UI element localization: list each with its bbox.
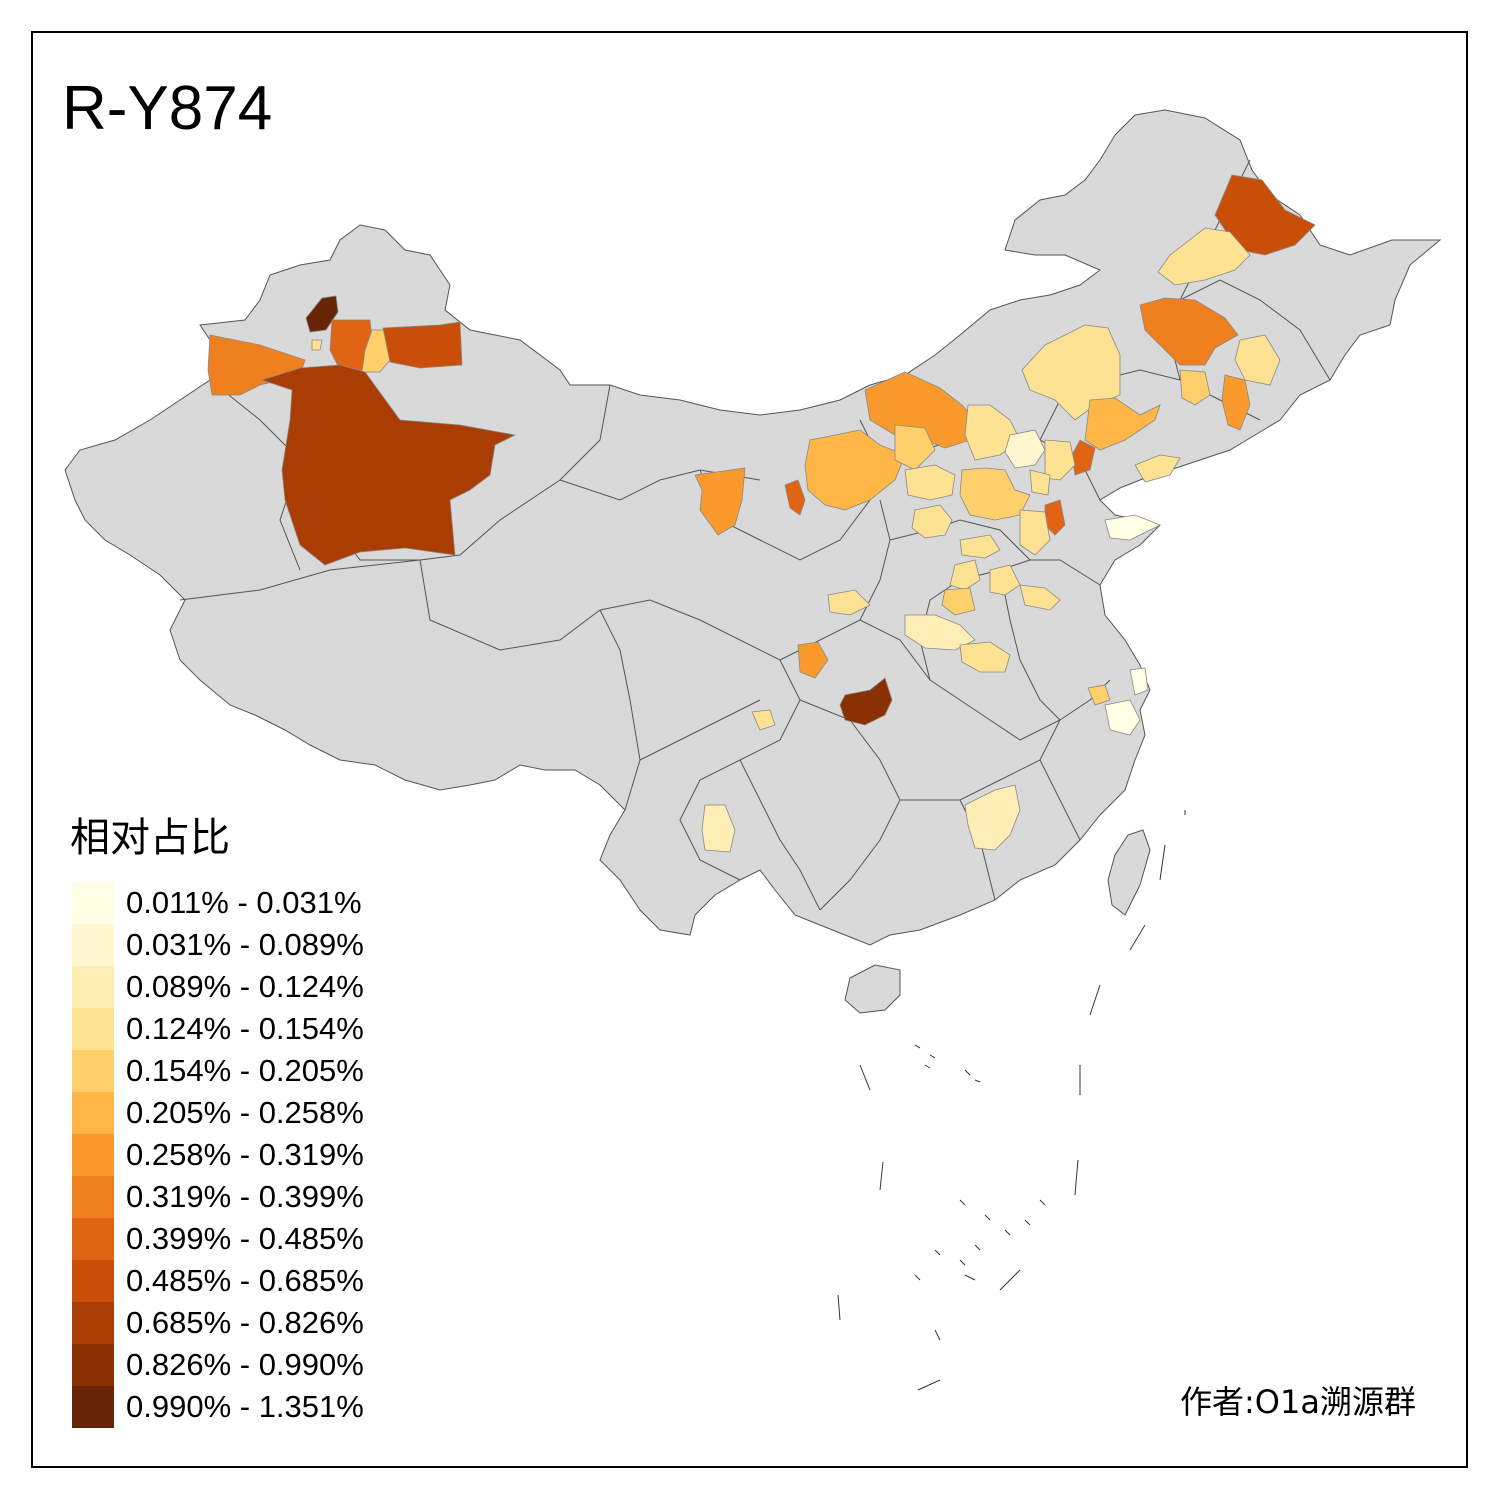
- region-jilin-east: [1234, 334, 1281, 386]
- legend-label: 0.011% - 0.031%: [126, 885, 362, 920]
- legend-swatch: [72, 1218, 114, 1260]
- legend-label: 0.399% - 0.485%: [126, 1221, 364, 1256]
- region-changji: [382, 321, 463, 369]
- legend: 0.011% - 0.031% 0.031% - 0.089% 0.089% - 0…: [72, 882, 364, 1428]
- legend-swatch: [72, 1050, 114, 1092]
- legend-label: 0.826% - 0.990%: [126, 1347, 364, 1382]
- region-nanchong: [751, 709, 776, 731]
- legend-swatch: [72, 1344, 114, 1386]
- hainan-island: [844, 964, 901, 1014]
- legend-item: 0.154% - 0.205%: [72, 1050, 364, 1092]
- region-qingdao: [1104, 514, 1161, 541]
- legend-label: 0.258% - 0.319%: [126, 1137, 364, 1172]
- region-ulanqab: [894, 424, 936, 471]
- legend-swatch: [72, 1134, 114, 1176]
- legend-swatch: [72, 1260, 114, 1302]
- region-datong: [904, 464, 956, 501]
- legend-label: 0.205% - 0.258%: [126, 1095, 364, 1130]
- map-title: R-Y874: [62, 74, 273, 143]
- legend-swatch: [72, 1176, 114, 1218]
- region-heihe: [1214, 174, 1316, 256]
- region-bayingolin: [260, 364, 517, 566]
- legend-item: 0.485% - 0.685%: [72, 1260, 364, 1302]
- region-ili-small: [311, 339, 323, 351]
- legend-swatch: [72, 966, 114, 1008]
- author-credit: 作者:O1a溯源群: [1180, 1383, 1416, 1421]
- legend-item: 0.319% - 0.399%: [72, 1176, 364, 1218]
- region-hengshui: [1019, 509, 1051, 556]
- legend-label: 0.154% - 0.205%: [126, 1053, 364, 1088]
- legend-swatch: [72, 1386, 114, 1428]
- legend-item: 0.124% - 0.154%: [72, 1008, 364, 1050]
- legend-swatch: [72, 1008, 114, 1050]
- region-taiyuan: [911, 504, 953, 539]
- region-shanghai: [1129, 667, 1149, 696]
- legend-label: 0.485% - 0.685%: [126, 1263, 364, 1298]
- taiwan-island: [1107, 829, 1151, 916]
- legend-item: 0.826% - 0.990%: [72, 1344, 364, 1386]
- region-baotou: [804, 429, 906, 511]
- region-beijing: [1004, 429, 1046, 469]
- region-tonghua: [1221, 374, 1251, 431]
- legend-item: 0.258% - 0.319%: [72, 1134, 364, 1176]
- region-changzhi: [941, 587, 976, 616]
- legend-item: 0.089% - 0.124%: [72, 966, 364, 1008]
- region-yanan: [827, 589, 871, 616]
- legend-label: 0.031% - 0.089%: [126, 927, 364, 962]
- legend-item: 0.990% - 1.351%: [72, 1386, 364, 1428]
- legend-item: 0.031% - 0.089%: [72, 924, 364, 966]
- legend-swatch: [72, 1092, 114, 1134]
- region-wuhai: [784, 479, 806, 516]
- region-jinzhou: [1071, 439, 1096, 476]
- region-siping: [1179, 369, 1211, 406]
- legend-swatch: [72, 882, 114, 924]
- legend-label: 0.089% - 0.124%: [126, 969, 364, 1004]
- region-kelamayi: [305, 295, 339, 333]
- legend-item: 0.205% - 0.258%: [72, 1092, 364, 1134]
- map-frame: [31, 31, 1468, 1468]
- legend-item: 0.011% - 0.031%: [72, 882, 364, 924]
- region-langfang: [1029, 469, 1051, 496]
- region-tangshan: [1044, 439, 1076, 481]
- region-jian: [964, 784, 1021, 851]
- region-suzhou: [1104, 699, 1141, 736]
- region-dalian-area: [1134, 454, 1181, 483]
- legend-title: 相对占比: [70, 815, 230, 861]
- region-xinyang: [959, 641, 1011, 673]
- region-dezhou: [989, 564, 1021, 596]
- region-zunyi: [701, 804, 736, 853]
- legend-label: 0.124% - 0.154%: [126, 1011, 364, 1046]
- region-qiqihar: [1157, 227, 1251, 286]
- region-hanzhong: [797, 641, 829, 679]
- region-chifeng: [1084, 397, 1161, 451]
- region-bortala: [207, 334, 306, 396]
- legend-item: 0.399% - 0.485%: [72, 1218, 364, 1260]
- base-land: [64, 109, 1442, 1014]
- legend-swatch: [72, 1302, 114, 1344]
- legend-item: 0.685% - 0.826%: [72, 1302, 364, 1344]
- region-jinzhong: [949, 559, 981, 591]
- region-zhangye: [694, 467, 746, 536]
- legend-swatch: [72, 924, 114, 966]
- data-regions: [207, 174, 1316, 853]
- region-hefei: [1087, 684, 1111, 706]
- south-sea-islands: [837, 810, 1186, 1391]
- legend-label: 0.319% - 0.399%: [126, 1179, 364, 1214]
- region-chongqing-east: [839, 677, 893, 726]
- region-songyuan: [1139, 297, 1239, 366]
- region-baoding: [959, 467, 1031, 521]
- legend-label: 0.990% - 1.351%: [126, 1389, 364, 1424]
- region-liaocheng: [1019, 584, 1061, 611]
- legend-label: 0.685% - 0.826%: [126, 1305, 364, 1340]
- region-shijiazhuang: [959, 534, 1001, 559]
